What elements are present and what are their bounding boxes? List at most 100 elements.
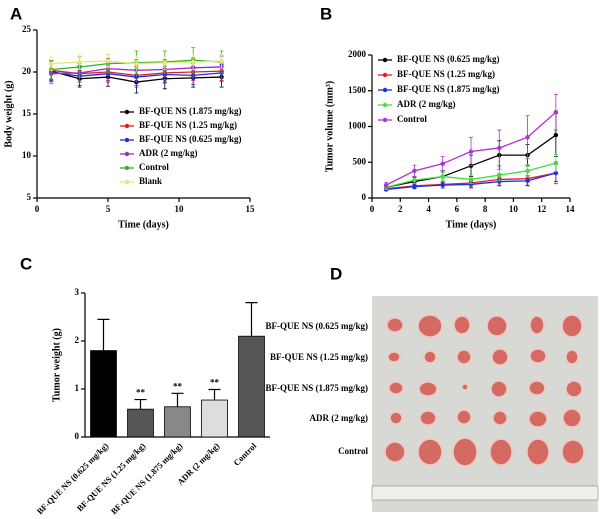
legend-marker xyxy=(124,179,130,185)
error-bar xyxy=(208,388,221,401)
x-tick-label: 10 xyxy=(509,204,519,214)
x-axis-label: Time (days) xyxy=(118,219,169,230)
point xyxy=(553,110,559,115)
y-tick-label: 2 xyxy=(75,335,80,345)
point xyxy=(105,58,111,64)
point xyxy=(525,135,530,140)
y-tick-label: 3 xyxy=(75,287,80,297)
row-label: BF-QUE NS (1.25 mg/kg) xyxy=(270,352,368,362)
panel-letter: A xyxy=(10,4,22,23)
x-tick-label: 6 xyxy=(455,204,460,214)
error-bar xyxy=(97,318,110,351)
x-tick-label: 0 xyxy=(35,204,40,214)
y-tick-label: 15 xyxy=(22,108,32,118)
bar xyxy=(238,335,265,438)
point xyxy=(191,59,196,65)
y-tick-label: 0 xyxy=(75,431,80,441)
bar xyxy=(127,408,154,438)
point xyxy=(49,61,54,66)
point xyxy=(440,182,445,188)
point xyxy=(134,61,139,66)
legend-marker xyxy=(382,87,388,93)
legend-label: Control xyxy=(139,162,169,172)
y-tick-label: 1000 xyxy=(348,121,367,131)
point xyxy=(553,132,559,138)
x-tick-label: BF-QUE NS (0.625 mg/kg) xyxy=(35,441,111,517)
legend-marker xyxy=(382,102,388,108)
significance-label: ** xyxy=(173,381,183,391)
y-tick-label: 2000 xyxy=(348,49,367,59)
legend-label: BF-QUE NS (1.25 mg/kg) xyxy=(397,69,495,79)
point xyxy=(412,168,417,174)
x-tick-label: 2 xyxy=(398,204,403,214)
point xyxy=(525,178,530,184)
point xyxy=(162,60,167,65)
point xyxy=(468,149,474,154)
y-tick-label: 10 xyxy=(22,150,32,160)
point xyxy=(219,58,224,64)
legend-marker xyxy=(382,117,388,123)
legend-marker xyxy=(124,137,130,143)
legend-marker xyxy=(382,57,388,63)
x-tick-label: 15 xyxy=(246,204,256,214)
point xyxy=(412,184,417,189)
y-tick-label: 0 xyxy=(362,192,367,202)
y-tick-label: 1500 xyxy=(348,85,367,95)
point xyxy=(412,177,417,183)
panel-letter: B xyxy=(320,4,332,23)
point xyxy=(77,59,82,65)
tumors xyxy=(384,314,585,467)
y-tick-label: 25 xyxy=(22,24,32,34)
x-tick-label: 10 xyxy=(175,204,185,214)
photo-background xyxy=(372,296,598,512)
x-tick-label: 4 xyxy=(426,204,431,214)
legend-marker xyxy=(124,109,130,115)
legend-marker xyxy=(124,123,130,129)
legend-marker xyxy=(124,165,130,171)
point xyxy=(553,160,559,166)
legend-label: BF-QUE NS (0.625 mg/kg) xyxy=(397,54,500,64)
error-bar xyxy=(245,302,258,337)
legend-label: ADR (2 mg/kg) xyxy=(139,148,198,158)
legend-marker xyxy=(382,72,388,78)
error-bar xyxy=(171,392,184,407)
y-tick-label: 1 xyxy=(75,383,80,393)
point xyxy=(383,182,389,188)
panel-letter: D xyxy=(330,264,342,283)
y-tick-label: 5 xyxy=(27,192,32,202)
legend-label: ADR (2 mg/kg) xyxy=(397,99,456,109)
point xyxy=(440,174,445,179)
bar xyxy=(90,350,117,438)
y-tick-label: 500 xyxy=(353,156,367,166)
row-label: Control xyxy=(338,446,368,456)
x-axis-label: Time (days) xyxy=(446,219,497,230)
point xyxy=(440,161,445,166)
error-bar xyxy=(134,398,147,410)
x-tick-label: 14 xyxy=(566,204,576,214)
bar xyxy=(164,406,191,438)
y-tick-label: 20 xyxy=(22,66,32,76)
x-tick-label: 5 xyxy=(106,204,111,214)
legend-marker xyxy=(124,151,130,157)
ruler xyxy=(371,485,599,501)
panel-letter: C xyxy=(20,254,32,273)
y-axis-label: Tumor weight (g) xyxy=(51,328,62,402)
x-tick-label: Control xyxy=(231,440,258,467)
significance-label: ** xyxy=(210,378,220,388)
bar xyxy=(201,399,228,438)
x-tick-label: 12 xyxy=(537,204,547,214)
x-tick-label: 8 xyxy=(483,204,488,214)
point xyxy=(468,177,474,182)
point xyxy=(497,145,502,151)
row-label: BF-QUE NS (0.625 mg/kg) xyxy=(265,321,368,331)
significance-label: ** xyxy=(136,388,146,398)
legend-label: BF-QUE NS (1.25 mg/kg) xyxy=(139,120,237,130)
x-tick-label: BF-QUE NS (1.25 mg/kg) xyxy=(75,441,148,514)
legend-label: BF-QUE NS (0.625 mg/kg) xyxy=(139,134,242,144)
y-axis-label: Tumor volume (mm³) xyxy=(324,81,335,172)
point xyxy=(497,172,502,178)
legend-label: BF-QUE NS (1.875 mg/kg) xyxy=(397,84,500,94)
point xyxy=(525,168,530,174)
row-label: ADR (2 mg/kg) xyxy=(310,413,369,423)
